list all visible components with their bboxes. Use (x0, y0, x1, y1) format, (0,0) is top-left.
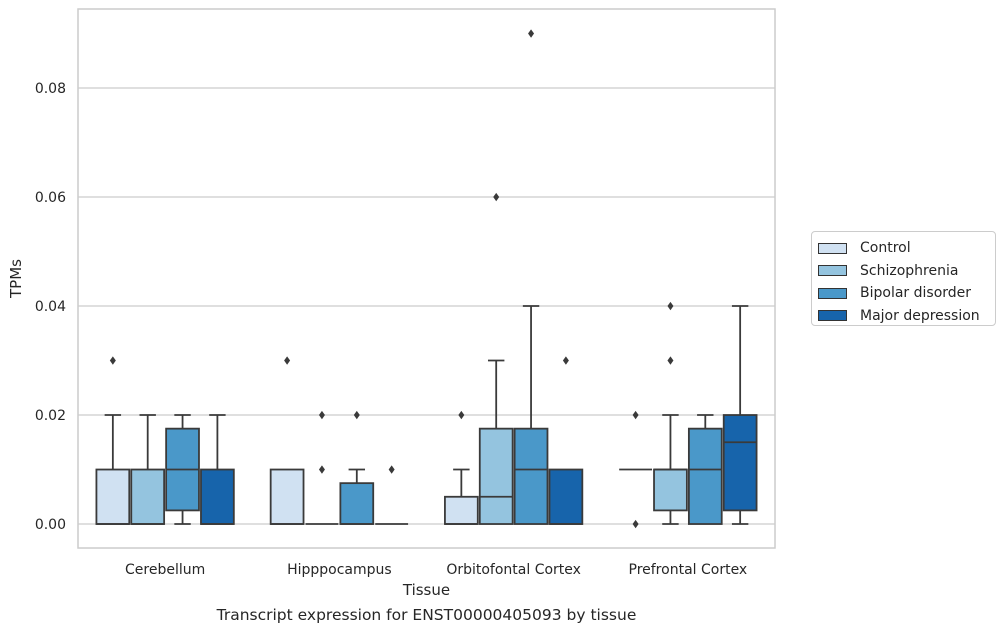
box-bipolar-disorder (513, 29, 549, 525)
box-major-depression (375, 465, 409, 525)
legend-swatch (818, 287, 847, 299)
legend-label: Schizophrenia (860, 262, 959, 279)
box-iqr (130, 468, 166, 525)
outlier-point (388, 465, 395, 474)
legend-label: Control (860, 240, 911, 257)
box-bipolar-disorder (687, 414, 723, 525)
legend-label: Major depression (860, 307, 980, 324)
legend-item-schizophrenia: Schizophrenia (818, 260, 995, 283)
box-schizophrenia (305, 410, 339, 525)
outlier-point (667, 356, 674, 365)
outlier-point (284, 356, 291, 365)
box-iqr (513, 427, 549, 525)
legend: Control Schizophrenia Bipolar disorder M… (811, 231, 996, 326)
outlier-point (493, 192, 500, 202)
legend-item-major-depression: Major depression (818, 305, 995, 328)
box-iqr (653, 468, 688, 512)
plot-frame (77, 8, 776, 549)
box-major-depression (722, 305, 758, 525)
legend-item-control: Control (818, 237, 995, 260)
box-control (269, 356, 305, 525)
boxes-layer (95, 29, 758, 529)
outlier-point (318, 465, 325, 474)
y-axis-label: TPMs (7, 259, 25, 299)
x-axis-label: Tissue (402, 581, 450, 599)
y-tick-label: 0.02 (35, 408, 66, 424)
tick-labels: 0.00 0.02 0.04 0.06 0.08 Cerebellum Hipppocamp… (35, 81, 747, 578)
outlier-point (562, 356, 569, 365)
box-schizophrenia (130, 414, 166, 525)
box-iqr (269, 468, 305, 525)
legend-swatch (818, 242, 847, 254)
y-tick-label: 0.04 (35, 299, 66, 315)
chart-caption: Transcript expression for ENST0000040509… (216, 606, 637, 624)
box-iqr (548, 468, 584, 525)
box-bipolar-disorder (165, 414, 200, 525)
outlier-point (109, 356, 116, 365)
box-iqr (339, 482, 375, 525)
gridlines (78, 87, 775, 525)
outlier-point (632, 519, 639, 529)
y-tick-label: 0.00 (35, 517, 66, 533)
outlier-point (632, 410, 639, 420)
box-iqr (444, 495, 479, 525)
box-control (444, 410, 479, 525)
y-tick-label: 0.08 (35, 81, 66, 97)
x-tick-label: Orbitofontal Cortex (446, 562, 581, 578)
x-tick-label: Hipppocampus (287, 562, 392, 578)
box-control (619, 410, 653, 529)
outlier-point (318, 410, 325, 420)
box-major-depression (548, 356, 584, 525)
box-iqr (687, 427, 723, 525)
box-iqr (200, 468, 235, 525)
outlier-point (458, 410, 465, 420)
y-tick-label: 0.06 (35, 190, 66, 206)
box-iqr (722, 414, 758, 512)
box-schizophrenia (478, 192, 514, 525)
outlier-point (667, 301, 674, 311)
x-tick-label: Prefrontal Cortex (629, 562, 748, 578)
box-schizophrenia (653, 301, 688, 525)
box-bipolar-disorder (339, 410, 375, 525)
legend-swatch (818, 265, 847, 277)
legend-swatch (818, 310, 847, 322)
box-control (95, 356, 131, 525)
outlier-point (353, 410, 360, 420)
outlier-point (528, 29, 535, 38)
legend-label: Bipolar disorder (860, 285, 972, 302)
box-iqr (478, 427, 514, 525)
box-major-depression (200, 414, 235, 525)
box-iqr (95, 468, 131, 525)
legend-item-bipolar-disorder: Bipolar disorder (818, 282, 995, 305)
x-tick-label: Cerebellum (125, 562, 205, 578)
